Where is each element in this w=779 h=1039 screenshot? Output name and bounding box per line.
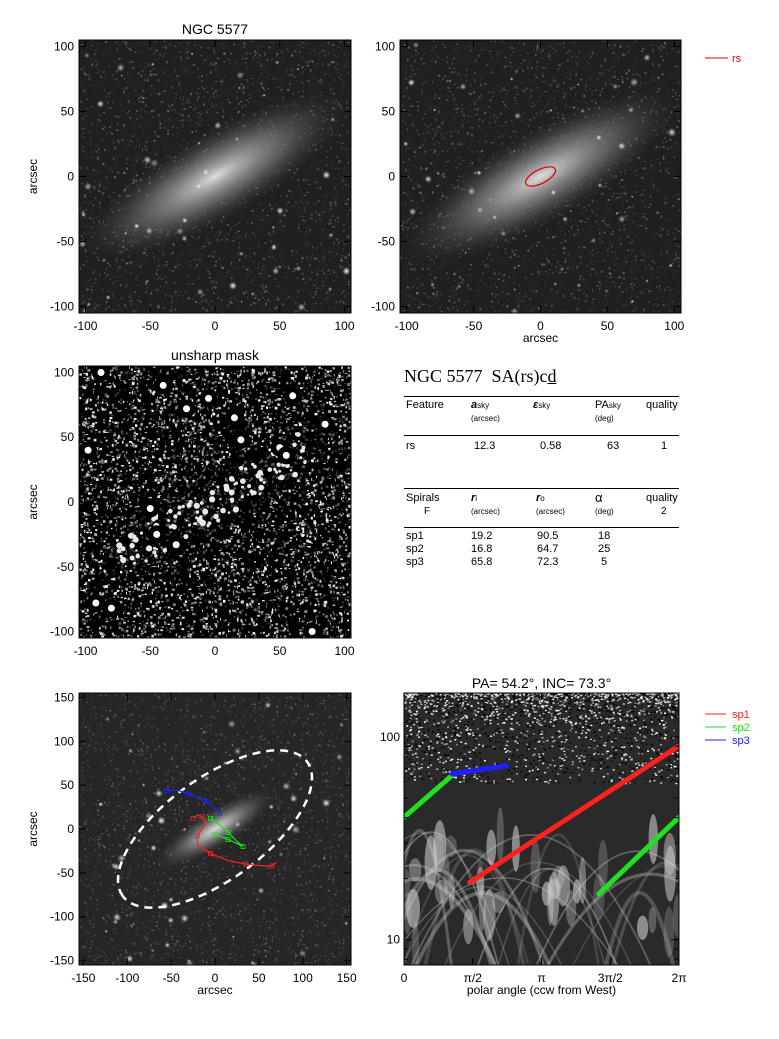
y-tick-label: 100 <box>54 40 74 54</box>
x-tick-label: 100 <box>293 971 313 985</box>
x-tick-label: -150 <box>71 971 95 985</box>
spiral-point <box>195 833 200 839</box>
spiral-point <box>190 816 196 821</box>
x-tick-label: -100 <box>73 644 97 658</box>
y-tick-label: -50 <box>57 866 75 880</box>
x-axis-label: arcsec <box>523 331 558 345</box>
galaxy-image <box>400 40 681 313</box>
spiral-fit-sp1 <box>467 743 679 885</box>
x-tick-label: 0 <box>212 971 219 985</box>
spiral-point <box>186 791 192 797</box>
spiral-arm-sp3 <box>166 789 220 814</box>
x-tick-label: -50 <box>142 319 160 333</box>
x-tick-label: 150 <box>337 971 357 985</box>
y-tick-label: 150 <box>54 690 74 704</box>
legend-label-sp3: sp3 <box>732 735 750 747</box>
y-tick-label: 50 <box>61 430 75 444</box>
x-tick-label: -50 <box>142 644 160 658</box>
spiral-point <box>208 851 214 856</box>
y-tick-label: 100 <box>380 730 400 744</box>
y-tick-label: 100 <box>54 365 74 379</box>
galaxy-image <box>79 40 351 313</box>
x-tick-label: 100 <box>664 319 684 333</box>
y-tick-label: -50 <box>57 560 75 574</box>
x-tick-label: -50 <box>465 319 483 333</box>
spiral-arm-sp2 <box>210 818 244 848</box>
x-tick-label: 50 <box>601 319 615 333</box>
rs-ring-ellipse <box>524 166 557 187</box>
x-tick-label: 50 <box>273 644 287 658</box>
spiral-fit-sp2 <box>596 814 679 897</box>
x-tick-label: π <box>537 971 545 985</box>
x-tick-label: 3π/2 <box>598 971 623 985</box>
spiral-point <box>240 844 246 849</box>
x-tick-label: 0 <box>212 644 219 658</box>
x-tick-label: 100 <box>335 319 355 333</box>
spiral-point <box>199 814 205 820</box>
spiral-point <box>208 816 214 821</box>
galaxy-image <box>79 693 351 965</box>
y-axis-label: arcsec <box>26 159 40 194</box>
y-tick-label: -100 <box>371 300 395 314</box>
y-tick-label: -100 <box>50 625 74 639</box>
y-tick-label: -150 <box>50 954 74 968</box>
spiral-point <box>212 831 218 837</box>
y-tick-label: 0 <box>67 170 74 184</box>
x-tick-label: -100 <box>73 319 97 333</box>
spiral-point <box>164 787 170 793</box>
spiral-point <box>203 798 209 804</box>
x-tick-label: π/2 <box>464 971 483 985</box>
x-tick-label: 0 <box>212 319 219 333</box>
spiral-point <box>243 861 249 867</box>
x-tick-label: 50 <box>252 971 266 985</box>
panel-title: PA= 54.2°, INC= 73.3° <box>472 675 611 691</box>
y-axis-label: arcsec <box>26 811 40 846</box>
y-tick-label: -100 <box>50 300 74 314</box>
axes-frame: -100 -50 0 50 100 -100 -50 0 50 100 arcsec <box>371 39 685 345</box>
y-tick-label: -50 <box>57 235 75 249</box>
x-tick-label: -50 <box>162 971 180 985</box>
y-tick-label: -100 <box>50 910 74 924</box>
spiral-arm-sp1 <box>192 814 277 867</box>
spiral-point <box>225 830 231 835</box>
spiral-fit-sp3 <box>449 763 510 777</box>
spiral-point <box>216 810 222 816</box>
spiral-point <box>225 837 231 842</box>
spiral-point <box>269 863 275 869</box>
y-tick-label: 50 <box>61 105 75 119</box>
x-tick-label: 0 <box>537 319 544 333</box>
y-tick-label: 50 <box>61 778 75 792</box>
panel-title: NGC 5577 <box>182 21 248 37</box>
legend-rs-label: rs <box>732 53 742 65</box>
x-tick-label: 0 <box>401 971 408 985</box>
axes-frame: -150 -100 -50 0 50 100 150 -150 -100 -50 0 50 100 150… <box>26 690 357 997</box>
galaxy-image <box>79 366 351 638</box>
legend-label-sp1: sp1 <box>732 709 750 721</box>
y-tick-label: 10 <box>387 933 401 947</box>
x-tick-label: -100 <box>115 971 139 985</box>
y-tick-label: 0 <box>67 495 74 509</box>
axes-frame: 0 π/2 π 3π/2 2π 10 100 PA= 54.2°, INC= 73.3° pol… <box>380 675 687 997</box>
axes-frame: -100 -50 0 50 100 -100 -50 0 50 100 unsharp mask ar… <box>26 347 355 658</box>
y-axis-label: arcsec <box>26 484 40 519</box>
y-tick-label: -50 <box>378 235 396 249</box>
x-tick-label: 50 <box>273 319 287 333</box>
y-tick-label: 100 <box>54 734 74 748</box>
disk-ellipse <box>116 749 314 909</box>
x-axis-label: arcsec <box>197 983 232 997</box>
x-tick-label: 2π <box>672 971 687 985</box>
polar-image <box>404 693 679 965</box>
legend-label-sp2: sp2 <box>732 722 750 734</box>
y-tick-label: 0 <box>67 822 74 836</box>
y-tick-label: 50 <box>382 105 396 119</box>
x-tick-label: 100 <box>335 644 355 658</box>
spiral-fit-sp2 <box>404 772 455 820</box>
y-tick-label: 100 <box>375 40 395 54</box>
x-axis-label: polar angle (ccw from West) <box>467 983 616 997</box>
panel-title: unsharp mask <box>171 347 260 363</box>
y-tick-label: 0 <box>388 170 395 184</box>
axes-frame: -100 -50 0 50 100 -100 -50 0 50 100 NGC 5577 arcsec <box>26 21 355 333</box>
x-tick-label: -100 <box>395 319 419 333</box>
